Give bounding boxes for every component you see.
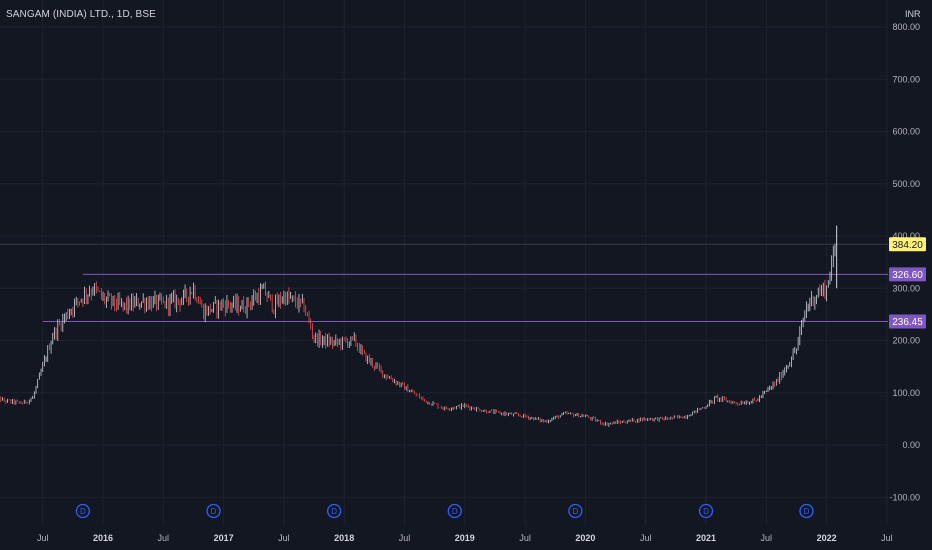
- price-tick-label: 600.00: [892, 127, 920, 137]
- dividend-marker-label: D: [572, 507, 578, 516]
- dividend-marker-label: D: [804, 507, 810, 516]
- dividend-marker-label: D: [452, 507, 458, 516]
- price-tags: 384.20 326.60 236.45: [889, 237, 926, 329]
- price-tag: [889, 314, 926, 329]
- dividend-marker[interactable]: [568, 503, 583, 519]
- dividend-marker[interactable]: [447, 503, 462, 519]
- time-tick-label: Jul: [399, 533, 411, 543]
- dividend-marker-label: D: [703, 507, 709, 516]
- dividend-marker[interactable]: [326, 503, 342, 519]
- horizontal-levels[interactable]: [0, 243, 888, 322]
- price-tag-label: 236.45: [892, 317, 923, 328]
- time-tick-label: 2022: [817, 533, 837, 543]
- time-tick-label: Jul: [881, 533, 893, 543]
- dividend-marker[interactable]: [206, 503, 221, 519]
- price-tick-label: 500.00: [892, 179, 920, 189]
- price-tick-label: 700.00: [892, 74, 920, 84]
- grid: [0, 0, 888, 525]
- price-tag: [889, 267, 926, 282]
- time-tick-label: 2021: [696, 533, 716, 543]
- time-tick-label: Jul: [761, 533, 773, 543]
- time-tick-label: 2019: [455, 533, 475, 543]
- dividend-marker[interactable]: [799, 503, 814, 519]
- price-tick-label: -100.00: [889, 492, 920, 502]
- price-tick-label: 300.00: [892, 283, 920, 293]
- time-axis[interactable]: Jul 2016 Jul 2017 Jul 2018 Jul 2019 Jul 2020 Jul 20…: [37, 533, 893, 543]
- price-tick-label: 100.00: [892, 388, 920, 398]
- price-tick-label: 200.00: [892, 336, 920, 346]
- price-tag: [889, 237, 926, 252]
- dividend-marker[interactable]: [698, 503, 714, 519]
- time-tick-label: Jul: [37, 533, 49, 543]
- price-tick-label: 800.00: [892, 22, 920, 32]
- dividend-marker[interactable]: [75, 503, 91, 519]
- price-tick-label: 400.00: [892, 231, 920, 241]
- price-axis[interactable]: 800.00 700.00 600.00 500.00 400.00 300.00 200.…: [889, 22, 920, 502]
- time-tick-label: 2016: [93, 533, 113, 543]
- price-tag-label: 384.20: [892, 240, 923, 251]
- currency-label: INR: [905, 9, 921, 19]
- time-tick-label: Jul: [158, 533, 170, 543]
- dividend-marker-label: D: [331, 507, 337, 516]
- time-tick-label: 2017: [214, 533, 234, 543]
- price-tick-label: 0.00: [902, 440, 920, 450]
- time-tick-label: Jul: [640, 533, 652, 543]
- symbol-legend[interactable]: SANGAM (INDIA) LTD., 1D, BSE: [6, 9, 156, 20]
- dividend-marker-label: D: [80, 507, 86, 516]
- candles[interactable]: [0, 225, 838, 427]
- dividend-marker-label: D: [211, 507, 217, 516]
- time-tick-label: 2018: [334, 533, 354, 543]
- time-tick-label: Jul: [519, 533, 531, 543]
- price-tag-label: 326.60: [892, 270, 923, 281]
- time-tick-label: 2020: [575, 533, 595, 543]
- time-tick-label: Jul: [278, 533, 290, 543]
